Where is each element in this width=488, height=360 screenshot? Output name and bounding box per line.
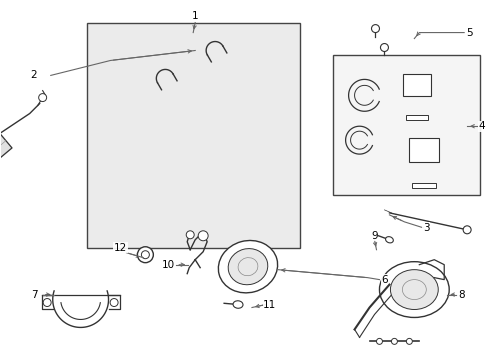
Circle shape (39, 94, 46, 102)
Bar (403, 75, 430, 96)
Bar (332, 55, 479, 195)
Circle shape (186, 231, 194, 239)
Ellipse shape (218, 240, 277, 293)
Text: 9: 9 (370, 231, 377, 241)
Circle shape (376, 338, 382, 345)
Text: 6: 6 (380, 275, 387, 285)
Circle shape (141, 251, 149, 259)
Text: 11: 11 (263, 300, 276, 310)
Bar (86, 23, 299, 248)
Circle shape (137, 247, 153, 263)
Bar (411, 183, 435, 188)
Text: 12: 12 (114, 243, 127, 253)
Text: 7: 7 (31, 289, 38, 300)
Circle shape (380, 44, 387, 51)
Text: 4: 4 (478, 121, 485, 131)
Circle shape (406, 338, 411, 345)
Text: 3: 3 (422, 223, 429, 233)
Bar (408, 138, 438, 162)
Text: 10: 10 (162, 260, 175, 270)
Circle shape (43, 298, 51, 306)
Ellipse shape (389, 270, 437, 310)
Circle shape (462, 226, 470, 234)
Ellipse shape (233, 301, 243, 308)
Text: 1: 1 (191, 11, 198, 21)
Circle shape (110, 298, 118, 306)
Ellipse shape (385, 237, 392, 243)
Text: 8: 8 (457, 289, 464, 300)
Polygon shape (0, 119, 12, 206)
Circle shape (390, 338, 397, 345)
Text: 2: 2 (30, 71, 37, 80)
Ellipse shape (379, 262, 448, 318)
Ellipse shape (228, 249, 267, 285)
Circle shape (371, 24, 379, 32)
Circle shape (198, 231, 208, 241)
Text: 5: 5 (465, 28, 471, 37)
Bar (406, 115, 427, 120)
